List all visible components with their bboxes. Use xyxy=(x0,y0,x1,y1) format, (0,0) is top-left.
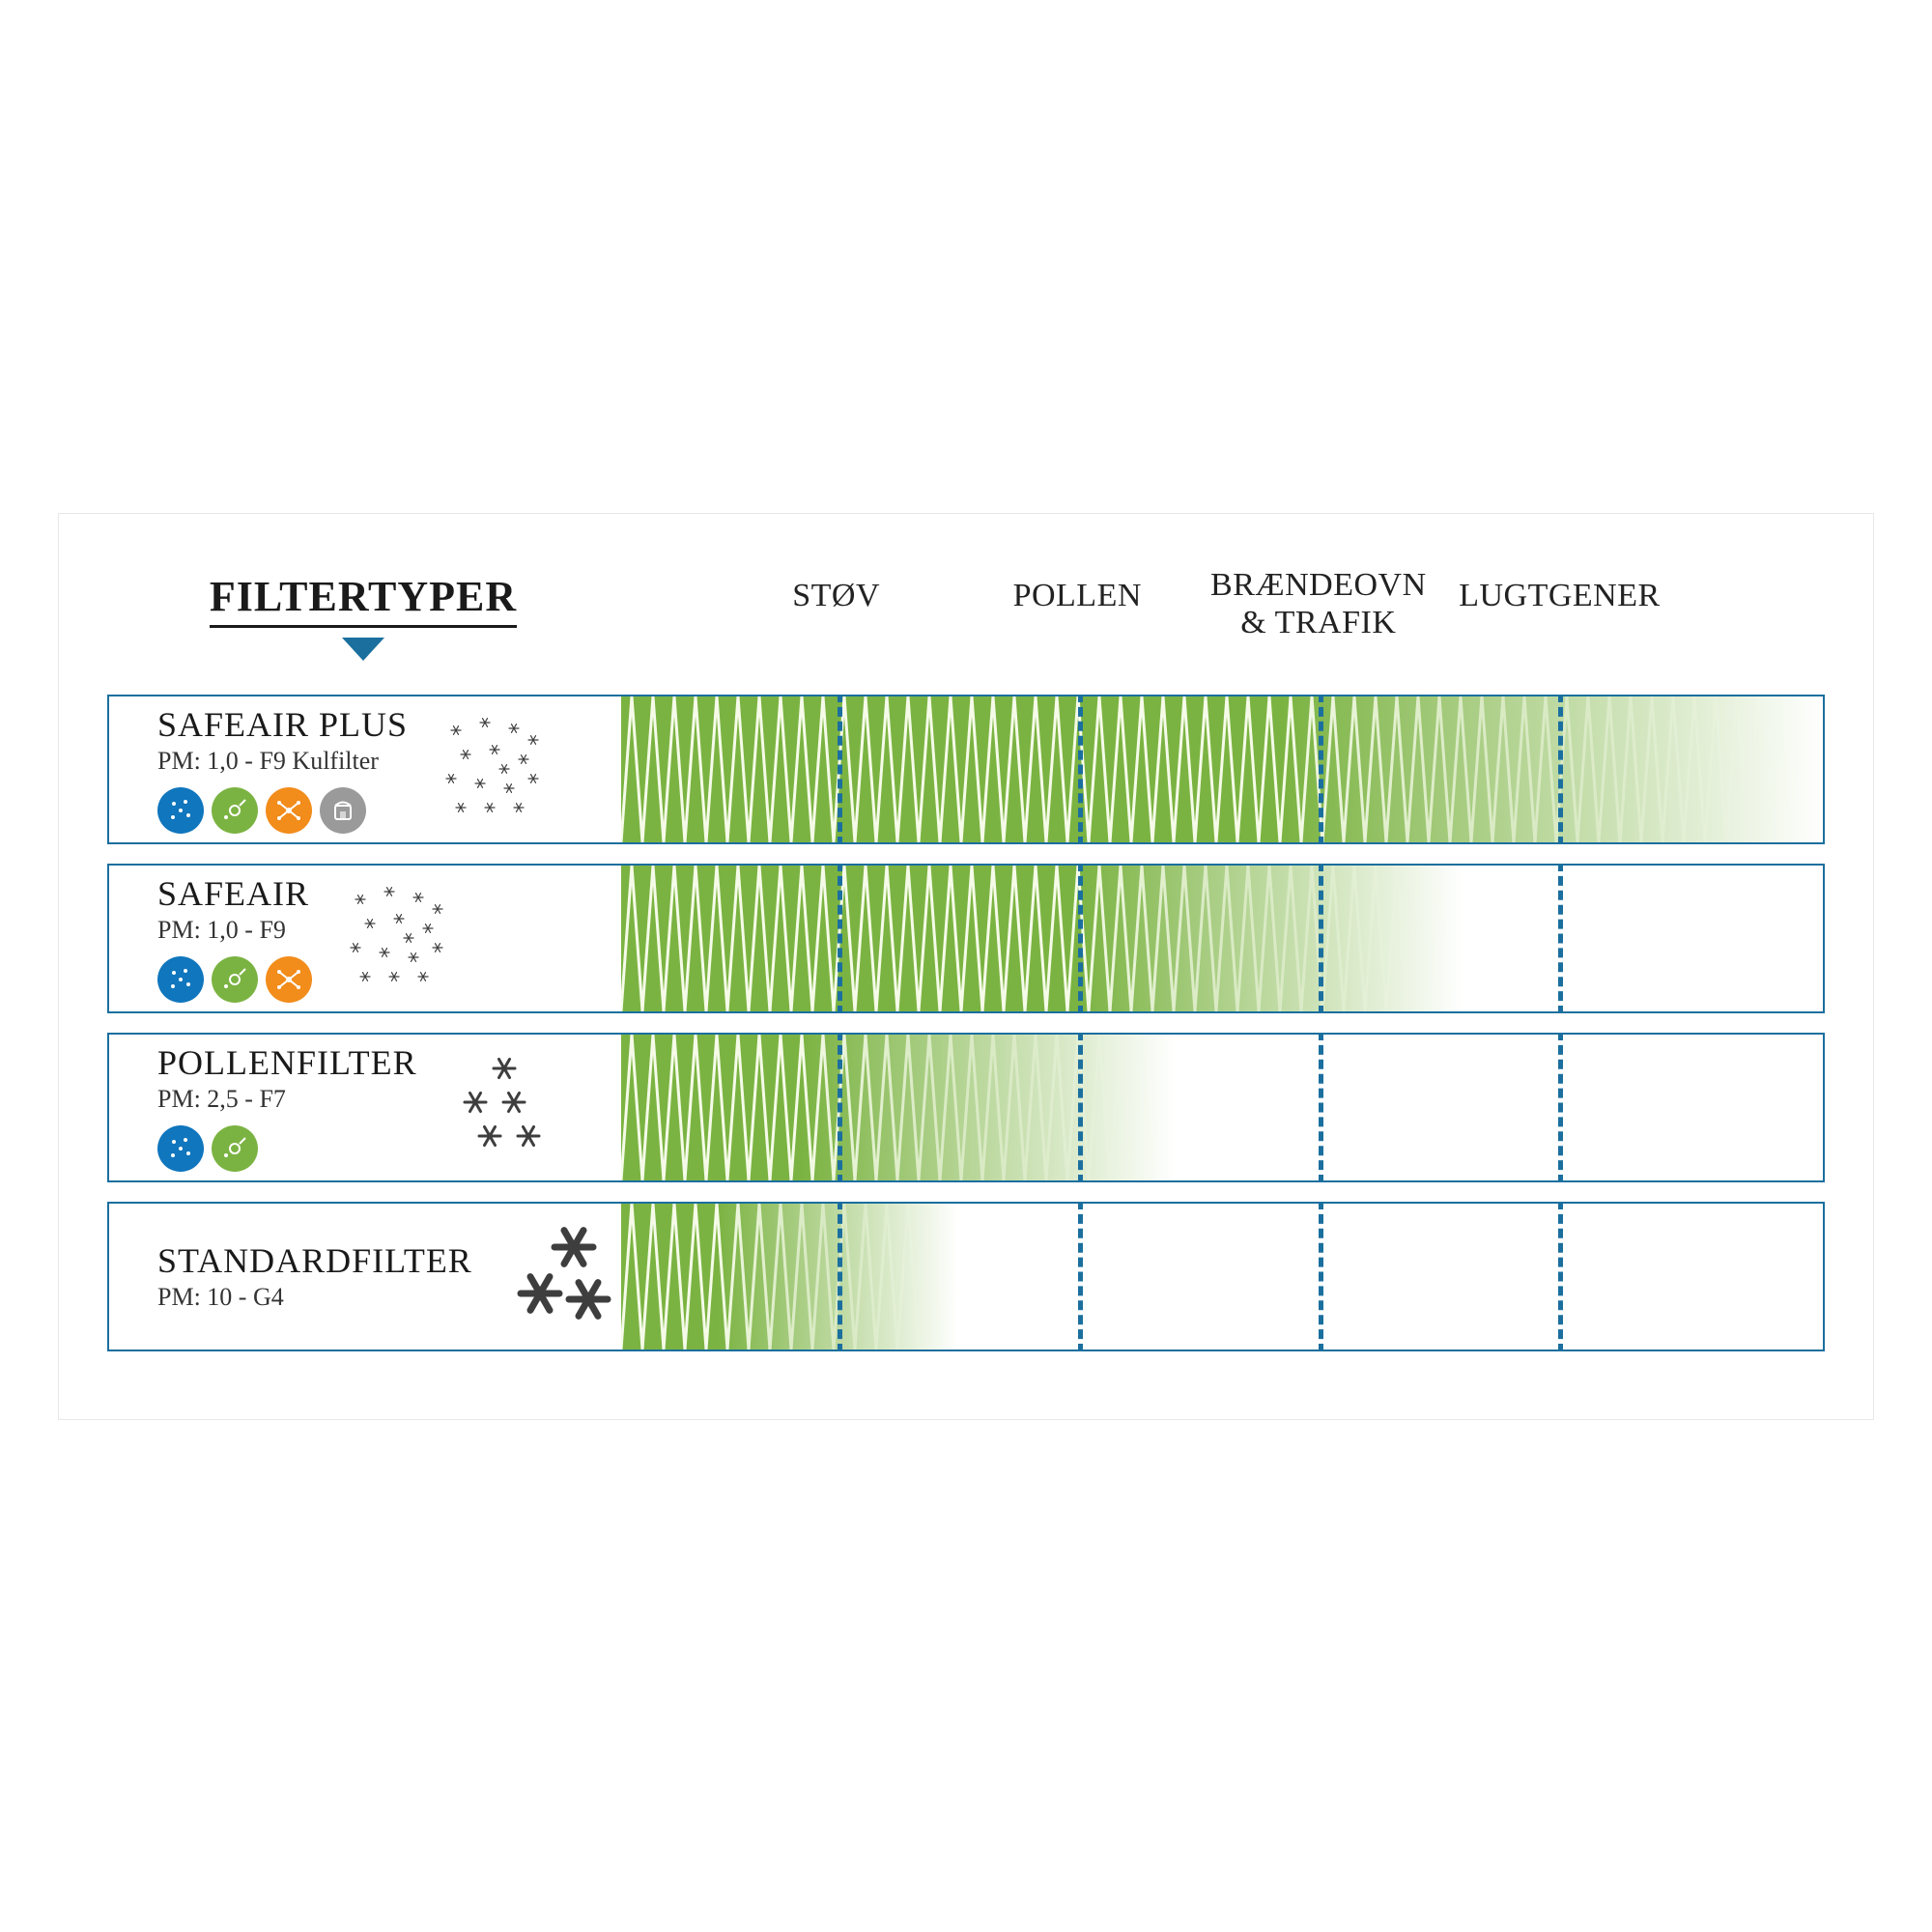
filter-subtitle: PM: 1,0 - F9 Kulfilter xyxy=(157,747,408,776)
filter-name: STANDARDFILTER xyxy=(157,1240,472,1281)
effectiveness-bar xyxy=(621,1204,1823,1350)
green-badge-icon xyxy=(212,787,258,834)
filter-row: STANDARDFILTERPM: 10 - G4 xyxy=(107,1202,1825,1351)
column-divider xyxy=(1558,1204,1563,1350)
filter-name: SAFEAIR xyxy=(157,873,312,914)
filter-subtitle: PM: 2,5 - F7 xyxy=(157,1085,417,1114)
header-title-block: FILTERTYPER xyxy=(107,572,619,666)
column-divider xyxy=(1558,696,1563,842)
particle-cluster-icon xyxy=(341,880,457,996)
filter-subtitle: PM: 10 - G4 xyxy=(157,1283,472,1312)
column-divider xyxy=(1558,1035,1563,1180)
filter-name: POLLENFILTER xyxy=(157,1042,417,1083)
particle-cluster-icon xyxy=(446,1049,562,1165)
bar-fill xyxy=(621,1204,1823,1350)
arrow-down-icon xyxy=(342,638,384,661)
badge-row xyxy=(157,1125,417,1172)
column-divider xyxy=(1078,696,1083,842)
gray-badge-icon xyxy=(320,787,366,834)
header-title: FILTERTYPER xyxy=(210,572,517,628)
effectiveness-bar xyxy=(621,696,1823,842)
column-divider xyxy=(1558,866,1563,1011)
bar-fill xyxy=(621,1035,1823,1180)
badge-row xyxy=(157,787,408,834)
filter-row: SAFEAIRPM: 1,0 - F9 xyxy=(107,864,1825,1013)
column-header: LUGTGENER xyxy=(1459,578,1660,614)
column-divider xyxy=(838,696,842,842)
column-divider xyxy=(1319,696,1323,842)
green-badge-icon xyxy=(212,1125,258,1172)
column-header: STØV xyxy=(792,578,880,614)
blue-badge-icon xyxy=(157,1125,204,1172)
blue-badge-icon xyxy=(157,787,204,834)
filter-label: SAFEAIRPM: 1,0 - F9 xyxy=(109,866,621,1011)
filter-label: STANDARDFILTERPM: 10 - G4 xyxy=(109,1204,621,1350)
effectiveness-bar xyxy=(621,1035,1823,1180)
filter-name: SAFEAIR PLUS xyxy=(157,704,408,745)
column-divider xyxy=(1319,1035,1323,1180)
column-divider xyxy=(1319,1204,1323,1350)
filter-comparison-card: FILTERTYPER STØV POLLEN BRÆNDEOVN& TRAFIK L… xyxy=(58,513,1874,1420)
particle-cluster-icon xyxy=(501,1218,617,1334)
column-divider xyxy=(838,866,842,1011)
particle-cluster-icon xyxy=(437,711,553,827)
orange-badge-icon xyxy=(266,787,312,834)
column-divider xyxy=(1078,1035,1083,1180)
bar-fill xyxy=(621,696,1823,842)
column-divider xyxy=(838,1204,842,1350)
effectiveness-bar xyxy=(621,866,1823,1011)
column-divider xyxy=(1319,866,1323,1011)
orange-badge-icon xyxy=(266,956,312,1003)
filter-rows: SAFEAIR PLUSPM: 1,0 - F9 KulfilterSAFEAI… xyxy=(107,695,1825,1351)
green-badge-icon xyxy=(212,956,258,1003)
column-header: BRÆNDEOVN& TRAFIK xyxy=(1210,566,1427,641)
filter-subtitle: PM: 1,0 - F9 xyxy=(157,916,312,945)
filter-row: SAFEAIR PLUSPM: 1,0 - F9 Kulfilter xyxy=(107,695,1825,844)
blue-badge-icon xyxy=(157,956,204,1003)
filter-label: POLLENFILTERPM: 2,5 - F7 xyxy=(109,1035,621,1180)
column-divider xyxy=(1078,1204,1083,1350)
column-header: POLLEN xyxy=(1013,578,1142,614)
badge-row xyxy=(157,956,312,1003)
column-divider xyxy=(1078,866,1083,1011)
filter-label: SAFEAIR PLUSPM: 1,0 - F9 Kulfilter xyxy=(109,696,621,842)
header-row: FILTERTYPER STØVPOLLENBRÆNDEOVN& TRAFIKL… xyxy=(107,572,1825,666)
filter-row: POLLENFILTERPM: 2,5 - F7 xyxy=(107,1033,1825,1182)
column-divider xyxy=(838,1035,842,1180)
bar-fill xyxy=(621,866,1823,1011)
